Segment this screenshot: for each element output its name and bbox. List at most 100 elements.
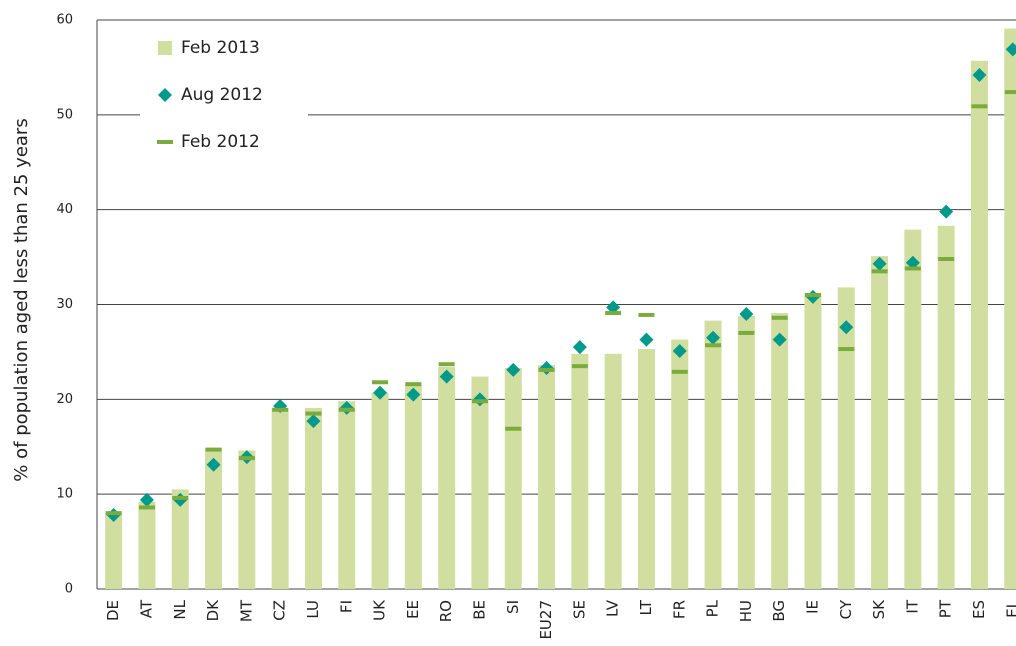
bar: [837, 287, 855, 589]
bar: [438, 367, 456, 589]
diamond-marker: [306, 414, 321, 429]
legend-swatch: [158, 41, 172, 55]
dash-marker: [505, 426, 522, 431]
x-tick-label: HU: [737, 600, 755, 622]
bar: [970, 60, 988, 590]
dash-marker: [338, 407, 355, 412]
x-tick-label: LU: [304, 600, 322, 619]
diamond-marker: [1005, 42, 1016, 57]
dash-marker: [172, 495, 189, 500]
x-tick-label: CZ: [271, 600, 289, 621]
diamond-marker: [972, 68, 987, 83]
bar: [771, 313, 789, 589]
dash-marker: [904, 266, 921, 271]
bar: [205, 448, 223, 589]
y-tick-label: 60: [56, 13, 73, 28]
bar: [571, 353, 589, 589]
bar: [604, 353, 622, 589]
bar: [271, 407, 289, 589]
x-tick-label: EE: [404, 600, 422, 619]
dash-marker: [372, 380, 389, 385]
diamond-marker: [706, 330, 721, 345]
bar: [504, 368, 522, 589]
diamond-marker: [139, 492, 154, 507]
diamond-marker: [839, 320, 854, 335]
diamond-marker: [439, 369, 454, 384]
legend-label: Aug 2012: [181, 85, 263, 105]
diamond-marker: [672, 343, 687, 358]
dash-marker: [438, 362, 455, 367]
dash-marker: [1004, 90, 1016, 95]
x-tick-label: LT: [637, 599, 655, 615]
dash-marker: [638, 312, 655, 317]
diamond-marker: [739, 306, 754, 321]
y-tick-label: 0: [65, 582, 73, 597]
dash-marker: [205, 447, 222, 452]
legend-swatch: [157, 140, 173, 144]
dash-marker: [305, 411, 322, 416]
y-tick-label: 40: [56, 202, 73, 217]
y-tick-label: 10: [56, 487, 73, 502]
bar: [937, 225, 955, 589]
dash-marker: [838, 347, 855, 352]
x-tick-label: BG: [770, 600, 788, 622]
diamond-marker: [639, 332, 654, 347]
x-tick-label: RO: [437, 600, 455, 622]
dash-marker: [738, 330, 755, 335]
bar: [304, 407, 322, 589]
dash-marker: [705, 343, 722, 348]
dash-marker: [938, 256, 955, 261]
x-tick-label: BE: [470, 600, 488, 620]
diamond-marker: [905, 255, 920, 270]
x-tick-label: FI: [337, 600, 355, 613]
x-tick-label: LV: [604, 599, 622, 617]
dash-marker: [571, 364, 588, 369]
x-tick-label: SK: [870, 599, 888, 620]
bar: [371, 392, 389, 589]
x-tick-label: EU27: [537, 600, 555, 640]
bar: [704, 320, 722, 589]
diamond-marker: [772, 332, 787, 347]
x-tick-label: PT: [937, 599, 955, 618]
bar: [871, 256, 889, 589]
bar: [671, 339, 689, 589]
bar: [538, 365, 556, 589]
dash-marker: [538, 367, 555, 372]
x-tick-label: SE: [570, 600, 588, 619]
bar: [1004, 28, 1016, 590]
diamond-marker: [406, 387, 421, 402]
x-tick-label: DE: [104, 600, 122, 621]
bar: [171, 489, 189, 589]
diamond-marker: [939, 204, 954, 219]
diamond-marker: [572, 340, 587, 355]
x-tick-label: PL: [704, 599, 722, 617]
diamond-marker: [206, 457, 221, 472]
bar: [404, 385, 422, 589]
x-tick-label: EL: [1003, 599, 1016, 617]
legend: Feb 2013 Aug 2012 Feb 2012: [140, 25, 308, 160]
x-tick-label: IT: [903, 599, 921, 613]
bar: [637, 349, 655, 589]
bar: [904, 229, 922, 589]
bar: [737, 315, 755, 589]
x-tick-label: UK: [371, 599, 389, 621]
x-tick-label: AT: [137, 599, 155, 618]
y-tick-label: 20: [56, 392, 73, 407]
dash-marker: [605, 311, 622, 316]
dash-marker: [871, 269, 888, 274]
dash-marker: [771, 315, 788, 320]
bar: [105, 513, 123, 589]
x-tick-label: DK: [204, 599, 222, 622]
diamond-marker: [606, 300, 621, 315]
y-axis-label: % of population aged less than 25 years: [11, 118, 32, 481]
x-tick-label: NL: [171, 599, 189, 619]
dash-marker: [971, 104, 988, 109]
bar: [138, 501, 156, 589]
x-tick-label: CY: [837, 599, 855, 619]
dash-marker: [138, 505, 155, 510]
diamond-marker: [872, 256, 887, 271]
dash-marker: [671, 369, 688, 374]
dash-marker: [405, 382, 422, 387]
legend-label: Feb 2013: [181, 38, 260, 58]
